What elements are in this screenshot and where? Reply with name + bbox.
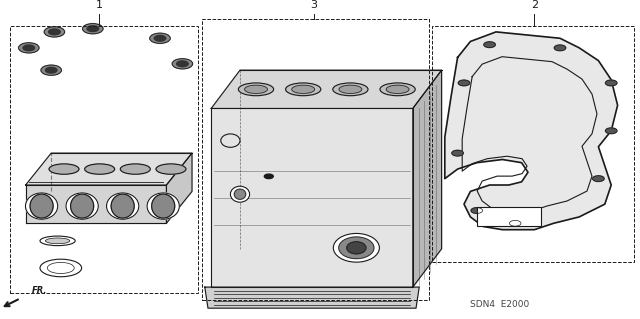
Circle shape [484, 42, 495, 48]
Text: 2: 2 [531, 0, 538, 10]
Circle shape [44, 27, 65, 37]
Ellipse shape [49, 164, 79, 174]
Ellipse shape [339, 237, 374, 259]
Ellipse shape [239, 83, 274, 96]
Circle shape [458, 80, 470, 86]
Circle shape [41, 65, 61, 75]
Ellipse shape [152, 194, 175, 218]
Ellipse shape [111, 194, 134, 218]
Circle shape [177, 61, 188, 67]
Circle shape [49, 29, 60, 35]
Circle shape [45, 67, 57, 73]
Circle shape [83, 24, 103, 34]
Circle shape [23, 45, 35, 51]
Ellipse shape [66, 193, 99, 219]
Ellipse shape [230, 186, 250, 202]
Ellipse shape [120, 164, 150, 174]
Polygon shape [26, 153, 192, 185]
Polygon shape [211, 70, 442, 108]
Ellipse shape [70, 194, 93, 218]
Ellipse shape [380, 83, 415, 96]
Polygon shape [413, 70, 442, 287]
Circle shape [509, 220, 521, 226]
Ellipse shape [285, 83, 321, 96]
Circle shape [150, 33, 170, 43]
Ellipse shape [347, 242, 366, 254]
Ellipse shape [106, 193, 139, 219]
Ellipse shape [26, 193, 58, 219]
Text: SDN4  E2000: SDN4 E2000 [470, 300, 529, 309]
Circle shape [471, 208, 483, 213]
Ellipse shape [292, 85, 315, 93]
Text: 3: 3 [310, 0, 317, 10]
Circle shape [605, 80, 617, 86]
Circle shape [264, 174, 273, 179]
Text: FR.: FR. [32, 286, 47, 295]
Bar [432, 26, 634, 262]
Ellipse shape [156, 164, 186, 174]
Circle shape [554, 45, 566, 51]
Polygon shape [211, 108, 413, 287]
Ellipse shape [244, 85, 268, 93]
Polygon shape [26, 185, 166, 223]
Circle shape [605, 128, 617, 134]
Circle shape [593, 176, 604, 182]
Ellipse shape [339, 85, 362, 93]
Polygon shape [445, 32, 618, 230]
Text: 1: 1 [96, 0, 102, 10]
Ellipse shape [333, 234, 380, 262]
Ellipse shape [45, 238, 70, 244]
Circle shape [172, 59, 193, 69]
Ellipse shape [84, 164, 115, 174]
Ellipse shape [30, 194, 53, 218]
Circle shape [154, 35, 166, 41]
Bar [10, 26, 198, 293]
Bar [202, 19, 429, 300]
Ellipse shape [333, 83, 368, 96]
Circle shape [19, 43, 39, 53]
Ellipse shape [147, 193, 179, 219]
Circle shape [87, 26, 99, 32]
Circle shape [452, 150, 463, 156]
Polygon shape [166, 153, 192, 223]
Polygon shape [205, 287, 419, 308]
Bar [477, 207, 541, 226]
Ellipse shape [386, 85, 409, 93]
Ellipse shape [234, 189, 246, 199]
